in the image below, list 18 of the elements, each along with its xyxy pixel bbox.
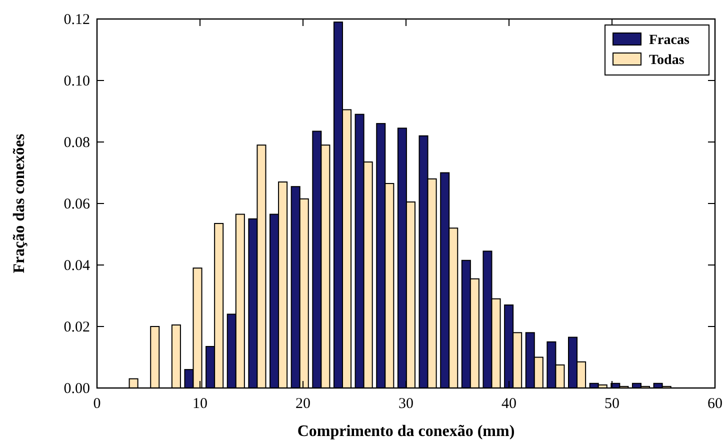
x-axis-title: Comprimento da conexão (mm)	[297, 423, 515, 440]
y-tick-label: 0.06	[64, 196, 90, 212]
y-tick-label: 0.00	[64, 381, 90, 397]
y-axis-title: Fração das conexões	[11, 134, 28, 274]
legend-label: Fracas	[649, 33, 690, 48]
y-tick-label: 0.08	[64, 135, 90, 151]
x-tick-label: 60	[708, 396, 722, 412]
y-tick-label: 0.10	[64, 74, 90, 90]
legend-label: Todas	[649, 53, 685, 68]
x-tick-label: 40	[502, 396, 516, 412]
x-tick-label: 20	[296, 396, 310, 412]
x-tick-label: 30	[398, 396, 414, 412]
y-tick-label: 0.02	[64, 320, 90, 336]
x-tick-label: 10	[192, 396, 208, 412]
y-tick-label: 0.04	[64, 258, 90, 274]
x-tick-label: 50	[604, 396, 620, 412]
y-tick-label: 0.12	[64, 12, 90, 28]
x-tick-label: 0	[93, 396, 101, 412]
